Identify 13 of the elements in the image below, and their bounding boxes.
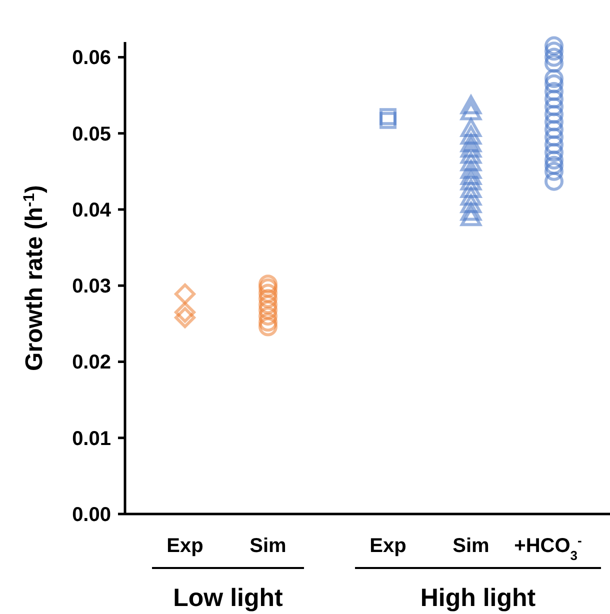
x-tick-label: Exp [370, 535, 406, 557]
x-tick-label: Sim [250, 535, 286, 557]
x-tick-label: Sim [452, 535, 490, 557]
y-tick-label: 0.05 [72, 123, 111, 146]
text: Low light [173, 584, 284, 612]
y-tick-label: 0.00 [72, 504, 111, 526]
y-tick-label: 0.02 [72, 352, 111, 374]
y-tick-label: 0.03 [72, 276, 111, 298]
x-tick-label: Exp [166, 535, 204, 557]
y-tick-label: 0.06 [72, 47, 111, 70]
y-tick-label: 0.04 [72, 199, 112, 222]
text: High light [420, 584, 536, 612]
y-tick-label: 0.01 [72, 428, 111, 450]
